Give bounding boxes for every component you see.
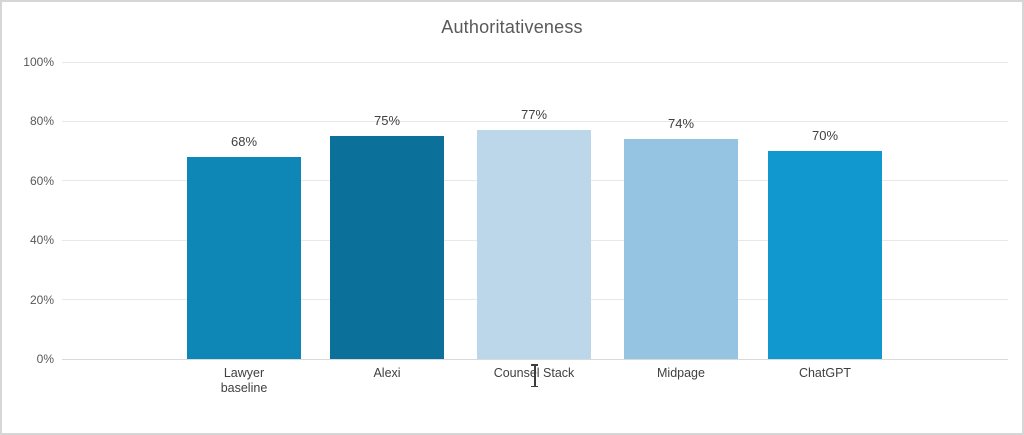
category-label-chatgpt: ChatGPT: [798, 366, 852, 380]
value-label-counsel-stack: 77%: [520, 107, 548, 123]
gridline-80: [62, 120, 1008, 122]
bar-counsel-stack[interactable]: [477, 130, 591, 359]
value-label-midpage: 74%: [667, 116, 695, 132]
category-label-counsel-stack: Counsel Stack: [493, 366, 575, 380]
y-tick-label: 20%: [29, 292, 54, 307]
gridline-100: [62, 61, 1008, 63]
bar-lawyer-baseline[interactable]: [187, 157, 301, 359]
category-label-lawyer-baseline: Lawyer baseline: [220, 366, 268, 395]
i-beam-cursor-serif-bottom: [531, 385, 538, 387]
y-tick-label: 100%: [23, 55, 54, 69]
bar-chatgpt[interactable]: [768, 151, 882, 359]
category-label-alexi: Alexi: [373, 366, 401, 380]
value-label-lawyer-baseline: 68%: [230, 134, 258, 150]
bar-alexi[interactable]: [330, 136, 444, 359]
y-tick-label: 80%: [29, 114, 54, 129]
i-beam-cursor: [530, 364, 539, 387]
y-tick-label: 60%: [29, 173, 54, 188]
chart-title: Authoritativeness: [441, 17, 583, 37]
value-label-alexi: 75%: [373, 113, 401, 129]
i-beam-cursor-serif-top: [531, 364, 538, 366]
value-label-chatgpt: 70%: [811, 128, 839, 144]
plot-area: 0% 20% 40% 60% 80% 100% 68% Lawyer baseline 75% A…: [23, 55, 1008, 395]
i-beam-cursor-stem: [534, 365, 536, 386]
y-tick-label: 0%: [36, 352, 54, 366]
y-tick-label: 40%: [29, 233, 54, 248]
bar-midpage[interactable]: [624, 139, 738, 359]
category-label-midpage: Midpage: [657, 366, 705, 380]
x-axis-line: [62, 358, 1008, 360]
